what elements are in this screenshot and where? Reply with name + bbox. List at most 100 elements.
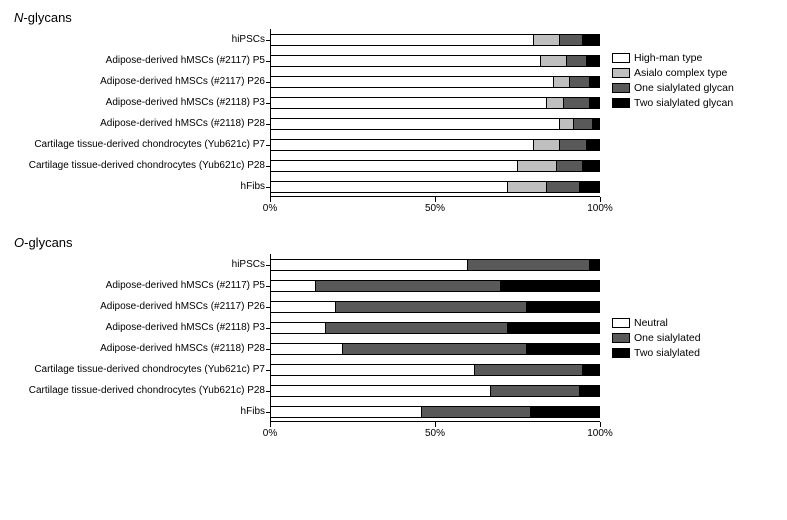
n-glycans-plot-area: hiPSCs Adipose-derived hMSCs (#2117) P5 Ad… xyxy=(10,29,600,197)
chart-row: Adipose-derived hMSCs (#2117) P5 xyxy=(10,50,600,71)
bar-segment xyxy=(270,181,508,193)
x-tick-label: 100% xyxy=(587,428,613,439)
title-rest: -glycans xyxy=(23,10,71,25)
bar-segment xyxy=(270,118,560,130)
title-rest: -glycans xyxy=(24,235,72,250)
bar xyxy=(270,139,600,151)
bar-segment xyxy=(583,160,600,172)
legend-label: Two sialylated xyxy=(634,347,700,359)
legend-item: Two sialylated xyxy=(612,347,701,359)
title-prefix: N xyxy=(14,10,23,25)
legend-swatch xyxy=(612,348,630,358)
bar-segment xyxy=(270,406,422,418)
bar xyxy=(270,118,600,130)
category-label: Cartilage tissue-derived chondrocytes (Y… xyxy=(10,160,270,171)
chart-row: hFibs xyxy=(10,176,600,197)
bar-segment xyxy=(567,55,587,67)
bar-segment xyxy=(270,97,547,109)
n-glycans-legend: High-man type Asialo complex type One sial… xyxy=(612,49,734,112)
chart-row: Adipose-derived hMSCs (#2117) P26 xyxy=(10,296,600,317)
bar-segment xyxy=(508,181,548,193)
chart-row: Cartilage tissue-derived chondrocytes (Y… xyxy=(10,134,600,155)
category-label: Cartilage tissue-derived chondrocytes (Y… xyxy=(10,364,270,375)
legend-item: Neutral xyxy=(612,317,701,329)
bar-segment xyxy=(270,301,336,313)
bar xyxy=(270,385,600,397)
bar-segment xyxy=(270,160,518,172)
x-tick xyxy=(600,422,601,427)
bar-segment xyxy=(336,301,527,313)
chart-row: Adipose-derived hMSCs (#2118) P3 xyxy=(10,317,600,338)
bar-segment xyxy=(501,280,600,292)
legend-item: One sialylated xyxy=(612,332,701,344)
x-tick xyxy=(435,197,436,202)
chart-row: hiPSCs xyxy=(10,29,600,50)
category-label: Adipose-derived hMSCs (#2118) P28 xyxy=(10,343,270,354)
legend-item: High-man type xyxy=(612,52,734,64)
chart-row: Adipose-derived hMSCs (#2118) P28 xyxy=(10,113,600,134)
bar-segment xyxy=(270,343,343,355)
chart-row: Adipose-derived hMSCs (#2117) P26 xyxy=(10,71,600,92)
legend-swatch xyxy=(612,83,630,93)
bar xyxy=(270,34,600,46)
legend-item: Two sialylated glycan xyxy=(612,97,734,109)
x-tick-labels: 0%50%100% xyxy=(10,428,600,442)
bar-segment xyxy=(508,322,600,334)
bar xyxy=(270,406,600,418)
x-tick-label: 0% xyxy=(263,203,277,214)
bar-segment xyxy=(270,364,475,376)
bar-segment xyxy=(547,181,580,193)
legend-label: Neutral xyxy=(634,317,668,329)
bar-segment xyxy=(554,76,571,88)
bar-segment xyxy=(580,385,600,397)
n-glycans-chart: N-glycans hiPSCs Adipose-derived hMSCs (#2… xyxy=(10,10,777,217)
category-label: Cartilage tissue-derived chondrocytes (Y… xyxy=(10,139,270,150)
o-glycans-chart: O-glycans hiPSCsAdipose-derived hMSCs (#2… xyxy=(10,235,777,442)
bar-segment xyxy=(583,364,600,376)
category-label: Cartilage tissue-derived chondrocytes (Y… xyxy=(10,385,270,396)
category-label: Adipose-derived hMSCs (#2118) P28 xyxy=(10,118,270,129)
title-prefix: O xyxy=(14,235,24,250)
bar-segment xyxy=(541,55,567,67)
bar-segment xyxy=(590,76,600,88)
chart-row: Adipose-derived hMSCs (#2117) P5 xyxy=(10,275,600,296)
bar-segment xyxy=(590,97,600,109)
category-label: hFibs xyxy=(10,181,270,192)
category-label: Adipose-derived hMSCs (#2118) P3 xyxy=(10,322,270,333)
o-glycans-title: O-glycans xyxy=(14,235,777,250)
bar-segment xyxy=(475,364,584,376)
bar-segment xyxy=(270,385,491,397)
legend-label: Asialo complex type xyxy=(634,67,727,79)
chart-row: Adipose-derived hMSCs (#2118) P28 xyxy=(10,338,600,359)
legend-item: One sialylated glycan xyxy=(612,82,734,94)
bar-segment xyxy=(583,34,600,46)
bar xyxy=(270,322,600,334)
category-label: hiPSCs xyxy=(10,34,270,45)
chart-row: Cartilage tissue-derived chondrocytes (Y… xyxy=(10,155,600,176)
x-tick-label: 0% xyxy=(263,428,277,439)
bar-segment xyxy=(570,76,590,88)
legend-label: Two sialylated glycan xyxy=(634,97,733,109)
bar-segment xyxy=(270,322,326,334)
bar-segment xyxy=(590,259,600,271)
legend-swatch xyxy=(612,68,630,78)
legend-swatch xyxy=(612,318,630,328)
bar-segment xyxy=(531,406,600,418)
o-glycans-plot-area: hiPSCsAdipose-derived hMSCs (#2117) P5Ad… xyxy=(10,254,600,422)
category-label: Adipose-derived hMSCs (#2117) P5 xyxy=(10,55,270,66)
bar-segment xyxy=(534,34,560,46)
x-tick-label: 50% xyxy=(425,203,445,214)
bar-segment xyxy=(491,385,580,397)
legend-label: One sialylated glycan xyxy=(634,82,734,94)
bar-segment xyxy=(560,118,573,130)
bar xyxy=(270,160,600,172)
bar-segment xyxy=(343,343,528,355)
bar-segment xyxy=(534,139,560,151)
x-tick-labels: 0%50%100% xyxy=(10,203,600,217)
legend-swatch xyxy=(612,98,630,108)
bar-segment xyxy=(270,55,541,67)
bar-segment xyxy=(557,160,583,172)
chart-row: Cartilage tissue-derived chondrocytes (Y… xyxy=(10,380,600,401)
category-label: Adipose-derived hMSCs (#2117) P26 xyxy=(10,301,270,312)
x-tick xyxy=(435,422,436,427)
